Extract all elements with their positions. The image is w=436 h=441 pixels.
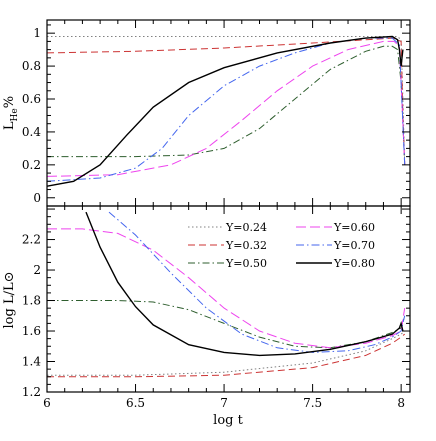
top-panel: 0 0.2 0.4 0.6 0.8 1 LHe% <box>2 19 411 207</box>
x-axis: 6 6.5 7 7.5 8 <box>43 206 405 410</box>
legend-label: Y=0.32 <box>225 239 267 252</box>
y-tick-label: 0.8 <box>22 59 41 73</box>
series-line-Y060-0 <box>47 40 406 177</box>
y-tick-label: 0.4 <box>22 125 41 139</box>
axes-frame <box>46 205 411 393</box>
legend-label: Y=0.50 <box>225 257 267 270</box>
legend-label: Y=0.70 <box>333 239 375 252</box>
series-line-Y080-1 <box>85 211 404 357</box>
legend: Y=0.24 Y=0.32 Y=0.50 Y=0.60 Y=0.70 Y=0.80 <box>188 221 375 270</box>
y-tick-label: 0.2 <box>22 158 41 172</box>
y-tick-label: 1 <box>33 26 41 40</box>
x-tick-label: 7.5 <box>303 396 322 410</box>
y-tick-label: 1.2 <box>22 385 41 399</box>
x-tick-label: 7 <box>220 396 228 410</box>
legend-label: Y=0.80 <box>333 257 375 270</box>
series-line-Y050-0 <box>47 45 406 165</box>
plot-area <box>47 35 406 187</box>
y-axis-label-bottom: log L/L⊙ <box>2 272 17 329</box>
series-line-Y024-0 <box>47 36 406 165</box>
legend-label: Y=0.24 <box>225 221 267 234</box>
y-axis-label-top: LHe% <box>2 96 20 130</box>
series-line-Y080-0 <box>47 35 404 187</box>
plot-area <box>47 211 406 378</box>
legend-label: Y=0.60 <box>333 221 375 234</box>
series-line-Y050-1 <box>47 300 406 349</box>
series-line-Y024-1 <box>47 330 406 376</box>
bottom-panel: 6 6.5 7 7.5 8 1.2 1.4 1.6 1.8 2 2.2 log L/L⊙ log t <box>2 205 411 428</box>
x-axis <box>46 20 402 206</box>
series-line-Y032-1 <box>47 333 406 378</box>
y-tick-label: 0.6 <box>22 92 41 106</box>
y-axis: 1.2 1.4 1.6 1.8 2 2.2 <box>22 208 410 399</box>
series-line-Y060-1 <box>47 228 406 349</box>
y-tick-label: 1.6 <box>22 324 41 338</box>
series-line-Y070-1 <box>108 211 406 353</box>
x-tick-label: 8 <box>397 396 405 410</box>
series-line-Y032-0 <box>47 37 406 165</box>
y-tick-label: 1.4 <box>22 355 41 369</box>
y-tick-label: 0 <box>33 191 41 205</box>
series-line-Y070-0 <box>47 37 406 182</box>
y-tick-label: 1.8 <box>22 294 41 308</box>
x-tick-label: 6.5 <box>126 396 145 410</box>
x-axis-label: log t <box>213 413 243 428</box>
y-tick-label: 2.2 <box>22 233 41 247</box>
x-tick-label: 6 <box>43 396 51 410</box>
y-axis: 0 0.2 0.4 0.6 0.8 1 <box>22 24 410 207</box>
y-tick-label: 2 <box>33 263 41 277</box>
